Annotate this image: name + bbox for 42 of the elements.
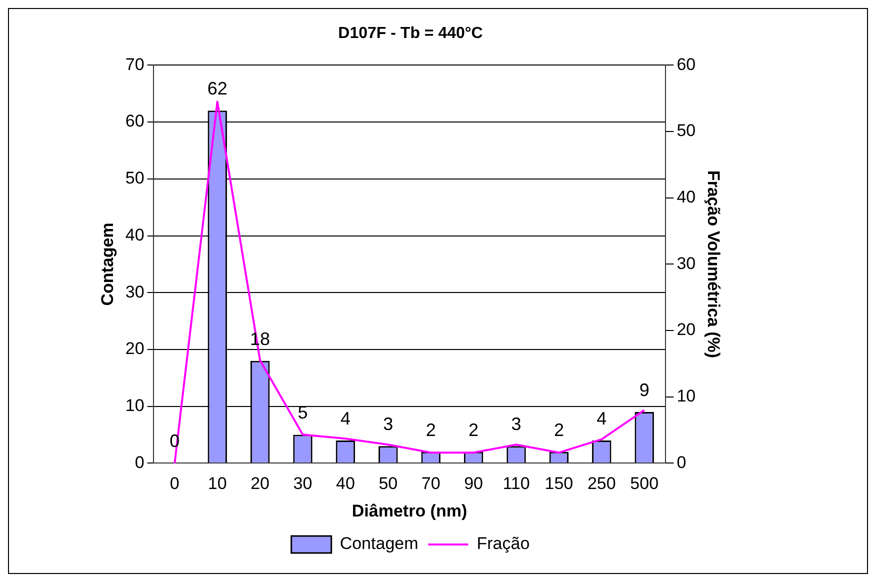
data-label: 2 [468, 420, 479, 440]
y2-tick-label: 60 [676, 54, 696, 74]
y2-tick-label: 50 [676, 121, 696, 140]
data-label: 3 [511, 414, 522, 434]
y-tick-label: 70 [125, 54, 144, 74]
y2-tick-label: 0 [676, 452, 686, 472]
x-tick-label: 110 [502, 474, 530, 494]
x-tick-label: 0 [170, 474, 180, 494]
data-label: 3 [383, 414, 394, 434]
legend-label: Contagem [340, 534, 418, 554]
x-tick-label: 90 [464, 474, 484, 494]
y-tick-label: 20 [125, 339, 144, 358]
data-label: 4 [340, 408, 350, 428]
y-tick-label: 10 [125, 396, 144, 416]
x-tick-label: 500 [630, 474, 659, 494]
y-tick-label: 60 [125, 112, 144, 131]
x-tick-label: 40 [336, 474, 355, 494]
data-label: 2 [554, 420, 564, 440]
x-tick-label: 150 [544, 474, 574, 494]
y2-tick-label: 40 [676, 188, 696, 207]
data-label: 4 [596, 408, 607, 428]
y2-axis-title: Fração Volumétrica (%) [704, 170, 724, 358]
x-tick-label: 250 [587, 474, 616, 494]
x-tick-label: 20 [250, 474, 270, 494]
y-tick-label: 30 [125, 282, 144, 302]
y-tick-label: 40 [125, 225, 144, 244]
x-tick-label: 30 [293, 474, 312, 494]
data-label: 2 [426, 420, 436, 440]
y-axis-title: Contagem [98, 222, 117, 306]
data-label: 9 [639, 380, 650, 400]
y2-tick-label: 20 [676, 320, 696, 340]
x-tick-label: 10 [208, 474, 227, 494]
y2-tick-label: 30 [676, 254, 696, 273]
chart-title: D107F - Tb = 440°C [338, 25, 484, 42]
legend-label: Fração [476, 534, 530, 554]
data-label: 62 [207, 78, 228, 99]
x-tick-label: 70 [421, 474, 440, 494]
y-tick-label: 50 [125, 168, 144, 188]
y2-tick-label: 10 [676, 386, 696, 406]
x-tick-label: 50 [378, 474, 398, 494]
x-axis-title: Diâmetro (nm) [352, 501, 468, 520]
y-tick-label: 0 [134, 452, 144, 472]
